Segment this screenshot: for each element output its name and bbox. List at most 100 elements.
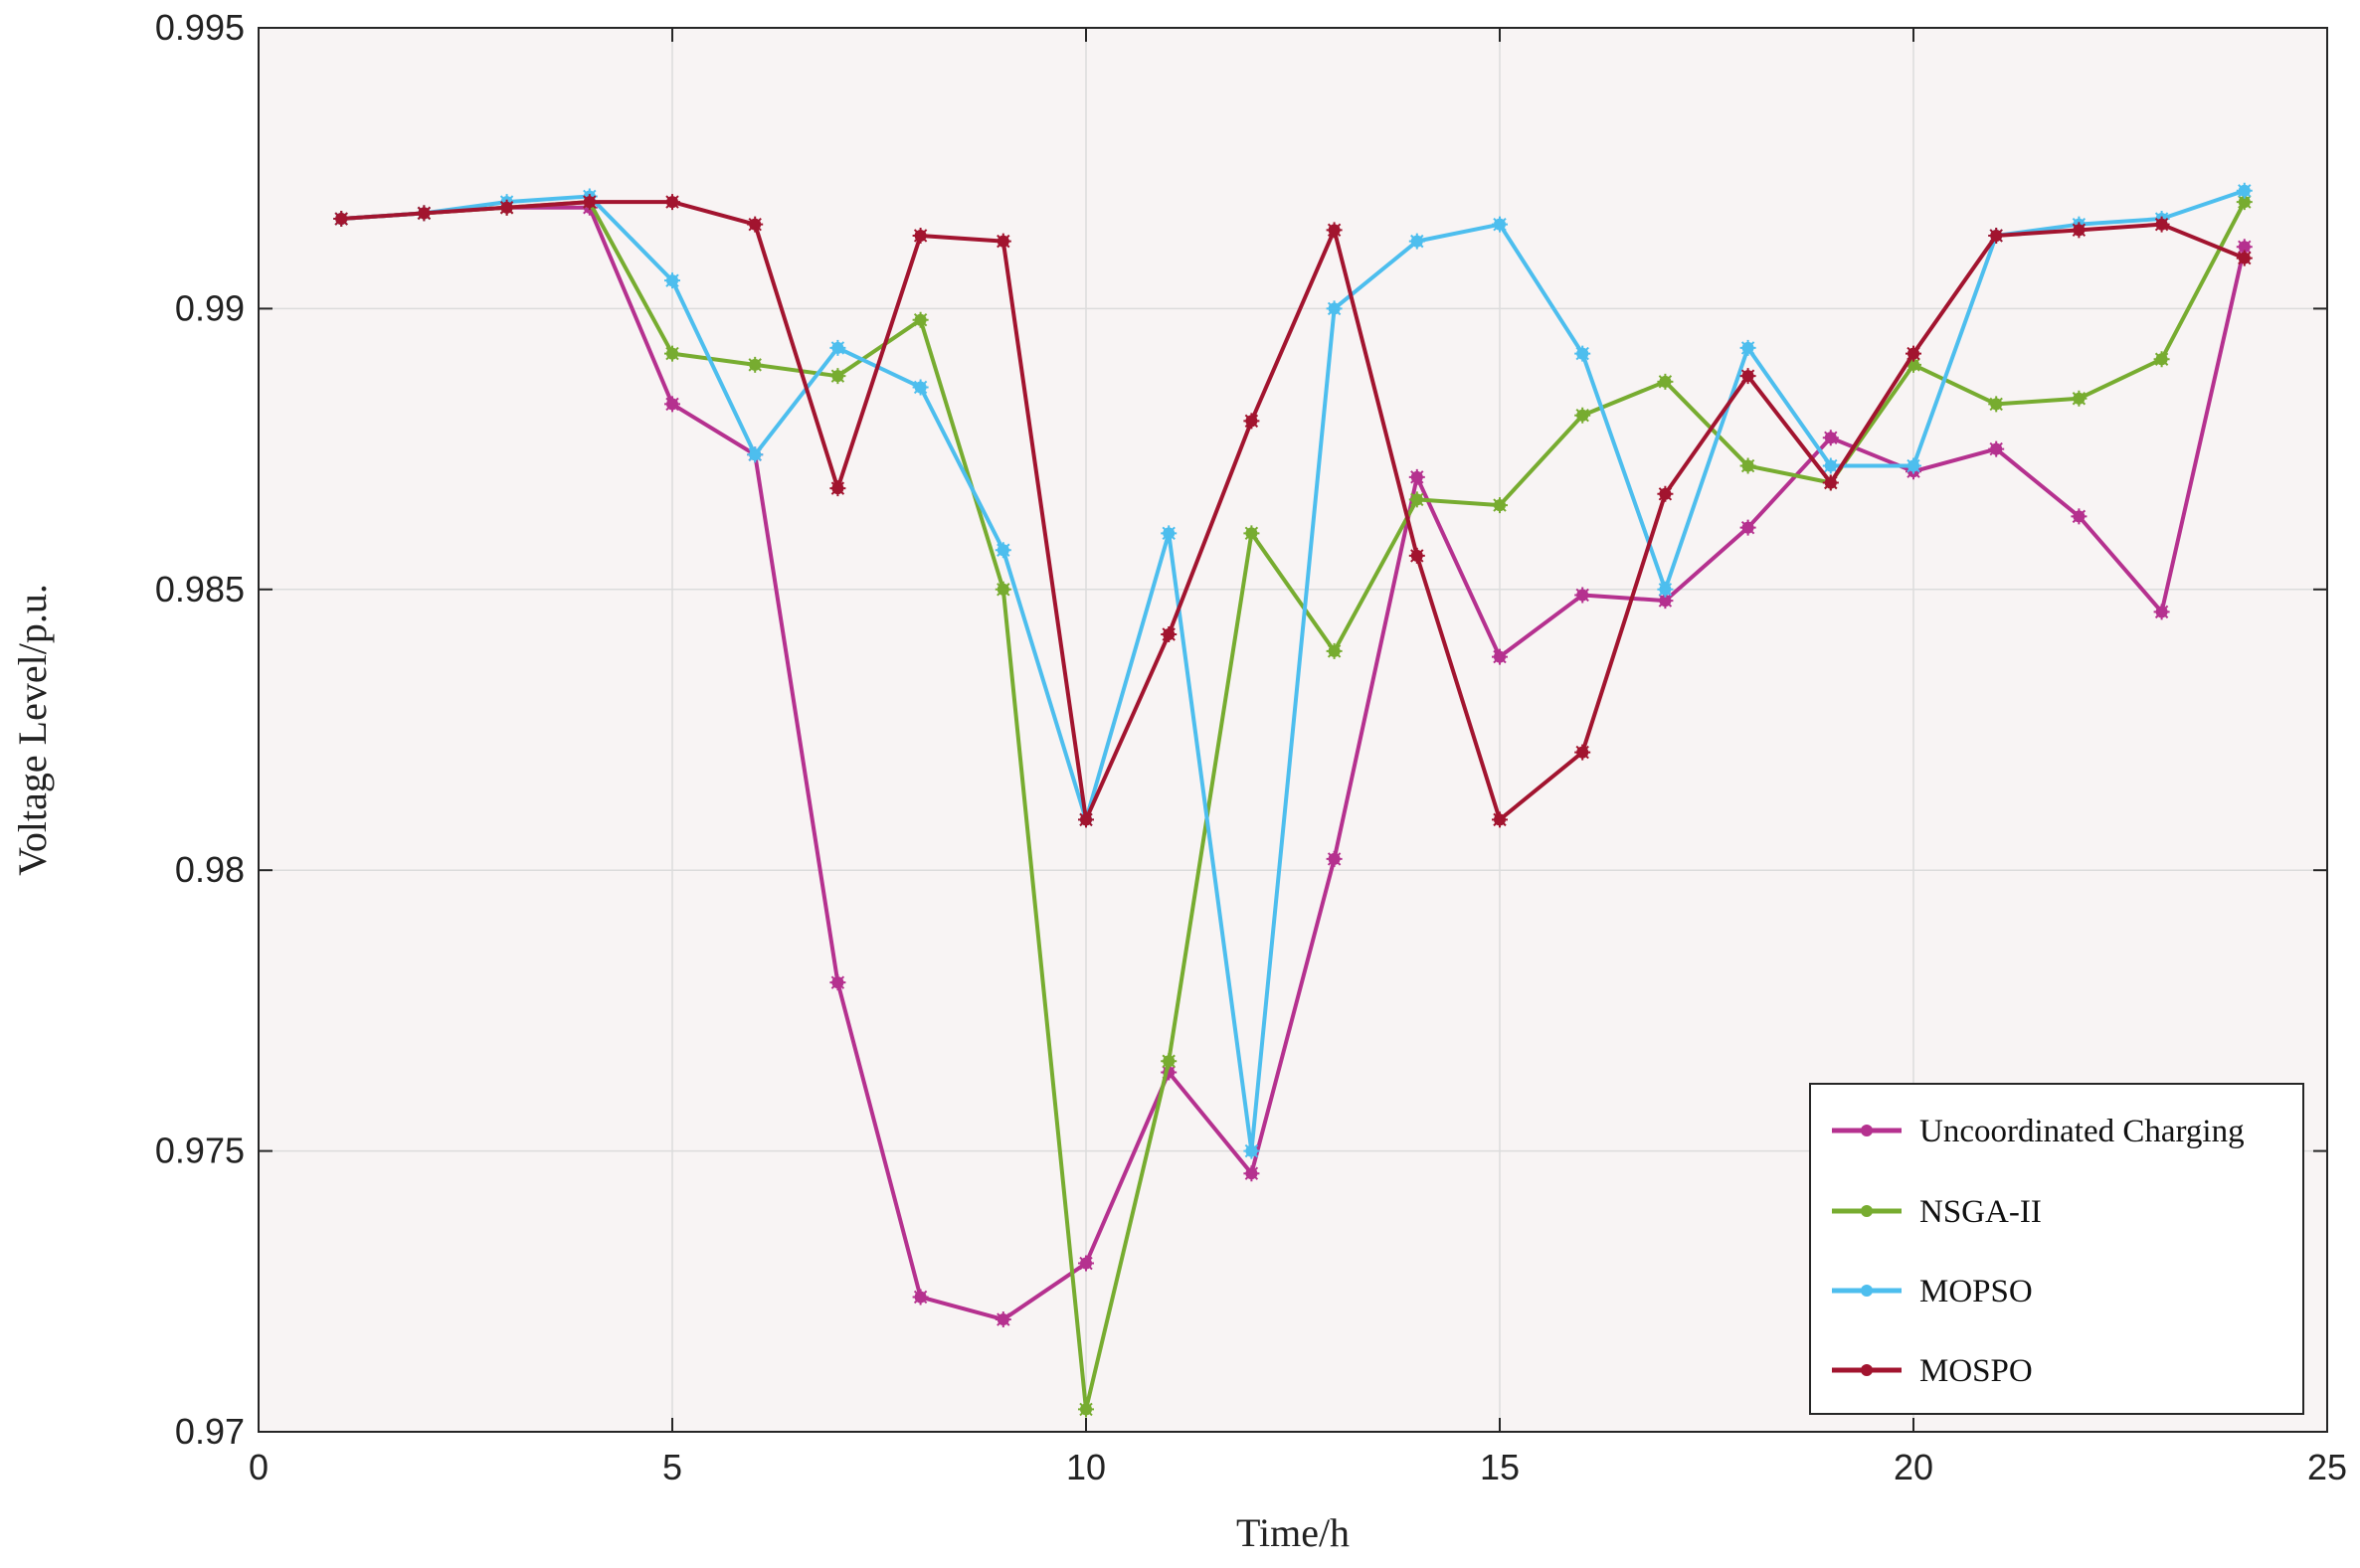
data-point-star bbox=[1326, 642, 1343, 659]
data-point bbox=[2236, 239, 2253, 256]
legend-label: MOSPO bbox=[1919, 1353, 2033, 1389]
data-point bbox=[1078, 1401, 1094, 1418]
data-point bbox=[1326, 642, 1343, 659]
grid bbox=[259, 28, 2327, 1432]
data-point bbox=[995, 542, 1011, 559]
data-point bbox=[912, 227, 929, 244]
data-point-star bbox=[1161, 625, 1178, 642]
data-point-star bbox=[1408, 468, 1425, 485]
data-point-star bbox=[1988, 227, 2005, 244]
data-point-star bbox=[1326, 300, 1343, 317]
x-axis-label: Time/h bbox=[1236, 1510, 1350, 1555]
data-point bbox=[829, 339, 846, 356]
data-point bbox=[1243, 413, 1260, 430]
data-point-star bbox=[1408, 547, 1425, 564]
data-point bbox=[1243, 1142, 1260, 1159]
data-point bbox=[829, 974, 846, 991]
data-point bbox=[1161, 525, 1178, 542]
data-point-star bbox=[1492, 497, 1508, 514]
legend-item: MOSPO bbox=[1832, 1353, 2033, 1389]
data-point-star bbox=[2153, 216, 2170, 233]
data-point bbox=[1988, 396, 2005, 413]
data-point bbox=[912, 379, 929, 396]
data-point-star bbox=[1408, 233, 1425, 250]
data-point-star bbox=[2071, 222, 2088, 239]
data-point bbox=[581, 194, 598, 211]
data-point bbox=[1243, 525, 1260, 542]
data-point bbox=[1326, 222, 1343, 239]
data-point bbox=[1822, 474, 1839, 491]
data-point-star bbox=[995, 1311, 1011, 1328]
data-point-star bbox=[2236, 250, 2253, 266]
data-point-star bbox=[2236, 194, 2253, 211]
y-axis-label: Voltage Level/p.u. bbox=[10, 584, 55, 876]
data-point bbox=[1326, 300, 1343, 317]
data-point bbox=[1739, 368, 1756, 385]
y-tick-label: 0.99 bbox=[175, 287, 245, 328]
data-point-star bbox=[829, 339, 846, 356]
data-point-star bbox=[2071, 390, 2088, 407]
data-point bbox=[747, 216, 764, 233]
data-point-star bbox=[912, 1289, 929, 1306]
legend-marker bbox=[1861, 1285, 1873, 1297]
data-point-star bbox=[664, 272, 680, 289]
data-point bbox=[2153, 216, 2170, 233]
legend-label: MOPSO bbox=[1919, 1274, 2033, 1309]
data-point bbox=[995, 1311, 1011, 1328]
data-point bbox=[1822, 430, 1839, 446]
data-point-star bbox=[664, 345, 680, 362]
data-point bbox=[747, 356, 764, 373]
data-point bbox=[1408, 468, 1425, 485]
data-point-star bbox=[1739, 368, 1756, 385]
legend-marker bbox=[1861, 1205, 1873, 1217]
data-point bbox=[1988, 227, 2005, 244]
data-point bbox=[2236, 182, 2253, 199]
data-point bbox=[2236, 194, 2253, 211]
data-point-star bbox=[912, 311, 929, 328]
data-point bbox=[333, 211, 350, 228]
data-point bbox=[829, 368, 846, 385]
data-point-star bbox=[498, 199, 515, 216]
data-point bbox=[2071, 222, 2088, 239]
data-point bbox=[1739, 457, 1756, 474]
data-point-star bbox=[829, 368, 846, 385]
data-point bbox=[1078, 1255, 1094, 1272]
data-point-star bbox=[1988, 396, 2005, 413]
data-point bbox=[2236, 250, 2253, 266]
data-point-star bbox=[1243, 413, 1260, 430]
data-point-star bbox=[1078, 1401, 1094, 1418]
data-point-star bbox=[1492, 811, 1508, 828]
data-point bbox=[912, 311, 929, 328]
data-point bbox=[1574, 744, 1591, 761]
data-point-star bbox=[1739, 519, 1756, 536]
data-point-star bbox=[912, 227, 929, 244]
data-point-star bbox=[1574, 407, 1591, 424]
data-point bbox=[1739, 519, 1756, 536]
data-point-star bbox=[2153, 604, 2170, 620]
data-point-star bbox=[829, 974, 846, 991]
data-point-star bbox=[2236, 239, 2253, 256]
data-point bbox=[1408, 233, 1425, 250]
data-point bbox=[912, 1289, 929, 1306]
data-point-star bbox=[1243, 1142, 1260, 1159]
data-point-star bbox=[1657, 581, 1674, 598]
series-line bbox=[341, 188, 2246, 1153]
data-point bbox=[1161, 1053, 1178, 1070]
data-point bbox=[995, 581, 1011, 598]
data-point-star bbox=[1822, 474, 1839, 491]
data-point bbox=[498, 199, 515, 216]
data-point bbox=[1078, 811, 1094, 828]
data-point bbox=[1988, 440, 2005, 457]
data-point-star bbox=[1161, 1053, 1178, 1070]
data-point-star bbox=[747, 216, 764, 233]
data-point bbox=[995, 233, 1011, 250]
data-point bbox=[1906, 345, 1921, 362]
data-point bbox=[1492, 497, 1508, 514]
data-point bbox=[1822, 457, 1839, 474]
x-tick-label: 10 bbox=[1066, 1447, 1106, 1487]
data-point-star bbox=[1906, 345, 1921, 362]
y-tick-label: 0.985 bbox=[155, 569, 245, 610]
data-point bbox=[1906, 457, 1921, 474]
data-point bbox=[1574, 407, 1591, 424]
